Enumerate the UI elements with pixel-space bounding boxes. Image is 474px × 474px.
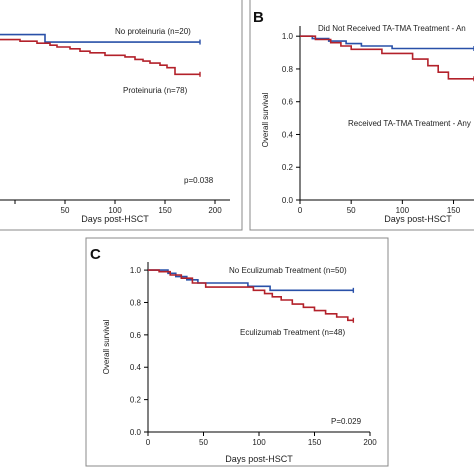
panel-b-x-tick-label: 100 — [396, 206, 410, 215]
panel-c-legend-eculizumab: Eculizumab Treatment (n=48) — [240, 328, 345, 337]
panel-b-x-tick-label: 50 — [347, 206, 356, 215]
panel-a-x-label: Days post-HSCT — [81, 214, 149, 224]
panel-c-series-line-2 — [148, 269, 354, 322]
panel-b-y-tick-label: 0.0 — [282, 196, 294, 205]
panel-a-x-tick-label: 150 — [158, 206, 172, 215]
panel-a-frame — [0, 0, 243, 231]
panel-b-letter: B — [253, 9, 264, 26]
panel-c-y-tick-label: 0.4 — [130, 363, 142, 372]
panel-c-p-value: P=0.029 — [331, 417, 362, 426]
panel-b-y-tick-label: 0.6 — [282, 98, 294, 107]
panel-a-x-tick-label: 100 — [108, 206, 122, 215]
panel-a: 50 100 150 200 No proteinuria (n=20) Protei… — [0, 0, 243, 231]
panel-a-series — [0, 33, 201, 77]
panel-b-y-tick-label: 1.0 — [282, 32, 294, 41]
panel-a-x-ticks: 50 100 150 200 — [14, 200, 222, 215]
panel-a-series-line-1 — [0, 33, 200, 43]
panel-c-x-tick-label: 0 — [146, 438, 151, 447]
panel-c-y-tick-label: 0.8 — [130, 298, 142, 307]
panel-b-y-tick-label: 0.2 — [282, 163, 294, 172]
panel-b-x-tick-label: 150 — [447, 206, 461, 215]
panel-c-letter: C — [90, 246, 101, 263]
panel-b-series-line-1 — [300, 35, 474, 50]
panel-c-series — [148, 269, 355, 323]
panel-b-x-label: Days post-HSCT — [384, 214, 452, 224]
panel-c-y-tick-label: 0.6 — [130, 331, 142, 340]
panel-a-legend-proteinuria: Proteinuria (n=78) — [123, 86, 188, 95]
panel-b-legend-not-received: Did Not Received TA-TMA Treatment - An — [318, 24, 466, 33]
panel-b-y-ticks: 0.0 0.2 0.4 0.6 0.8 1.0 — [282, 32, 300, 205]
panel-c-legend-no-eculizumab: No Eculizumab Treatment (n=50) — [229, 266, 347, 275]
panel-b-y-tick-label: 0.8 — [282, 65, 294, 74]
panel-c-y-tick-label: 0.0 — [130, 428, 142, 437]
panel-c-x-ticks: 0 50 100 150 200 — [146, 432, 377, 447]
panel-b-legend-received: Received TA-TMA Treatment - Any — [348, 119, 471, 128]
panel-a-legend-no-proteinuria: No proteinuria (n=20) — [115, 27, 191, 36]
panel-c-frame — [85, 237, 389, 467]
panel-a-x-tick-label: 50 — [61, 206, 70, 215]
panel-a-p-value: p=0.038 — [184, 176, 214, 185]
panel-b-x-tick-label: 0 — [298, 206, 303, 215]
panel-c-x-tick-label: 200 — [363, 438, 377, 447]
panel-c-x-tick-label: 100 — [252, 438, 266, 447]
panel-c-x-tick-label: 150 — [308, 438, 322, 447]
panel-b: B 0.0 0.2 0.4 0.6 0.8 1.0 0 50 100 150 Did Not R… — [249, 0, 474, 231]
panel-b-x-ticks: 0 50 100 150 — [298, 200, 461, 215]
panel-b-y-tick-label: 0.4 — [282, 130, 294, 139]
panel-c-y-tick-label: 1.0 — [130, 266, 142, 275]
panel-c-y-label: Overall survival — [102, 319, 111, 374]
panel-a-series-line-2 — [0, 38, 200, 76]
panel-c-y-ticks: 0.0 0.2 0.4 0.6 0.8 1.0 — [130, 266, 148, 437]
panel-c-x-tick-label: 50 — [199, 438, 208, 447]
panel-c-y-tick-label: 0.2 — [130, 396, 142, 405]
panel-b-series-line-2 — [300, 35, 474, 80]
panel-a-x-tick-label: 200 — [208, 206, 222, 215]
panel-b-series — [300, 35, 474, 82]
panel-c: C 0.0 0.2 0.4 0.6 0.8 1.0 0 50 100 150 200 No Ecu… — [85, 237, 389, 467]
panel-c-x-label: Days post-HSCT — [225, 454, 293, 464]
panel-b-y-label: Overall survival — [261, 92, 270, 147]
panel-b-frame — [249, 0, 474, 231]
